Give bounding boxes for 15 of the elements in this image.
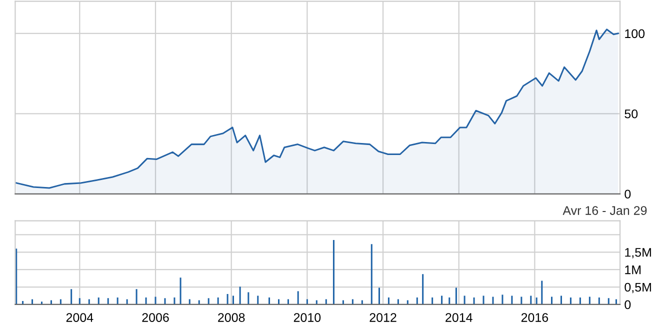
x-tick-label: 2016: [521, 313, 548, 322]
y-tick-label: 50: [624, 109, 638, 118]
y-tick-label: 0: [624, 190, 631, 199]
text: Avr 16 - Jan 29: [562, 206, 647, 215]
x-tick-label: 2012: [370, 313, 396, 322]
x-tick-label: 2010: [294, 313, 321, 322]
y-tick-label: 100: [625, 29, 645, 38]
x-tick-label: 2008: [218, 313, 245, 322]
y-tick-label: 1M: [625, 266, 641, 274]
x-tick-label: 2006: [142, 313, 169, 322]
y-tick-label: 0: [624, 300, 631, 310]
y-tick-label: 1,5M: [625, 248, 651, 258]
x-tick-label: 2004: [66, 313, 94, 322]
x-tick-label: 2014: [446, 313, 472, 322]
y-tick-label: 0,5M: [624, 282, 651, 294]
